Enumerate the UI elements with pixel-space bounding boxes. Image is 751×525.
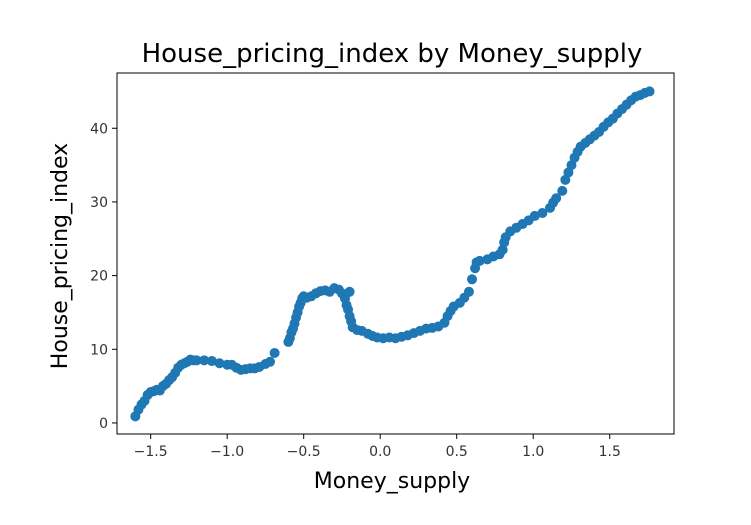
x-tick-label: 1.0	[522, 444, 544, 460]
scatter-point	[206, 356, 217, 367]
x-tick-label: −0.5	[287, 444, 321, 460]
scatter-point	[265, 356, 276, 367]
data-points	[130, 86, 655, 422]
scatter-point	[191, 355, 202, 366]
scatter-point	[344, 286, 355, 297]
scatter-point	[269, 347, 280, 358]
scatter-point	[557, 185, 568, 196]
y-axis-ticks: 0 10 20 30 40	[90, 121, 117, 432]
y-tick-label: 10	[90, 342, 108, 358]
scatter-point	[537, 207, 548, 218]
x-tick-label: 0.0	[369, 444, 391, 460]
x-axis-label: Money_supply	[314, 469, 470, 494]
scatter-point	[474, 255, 485, 266]
scatter-point	[644, 86, 655, 97]
scatter-point	[551, 193, 562, 204]
y-tick-label: 30	[90, 195, 108, 211]
chart-title: House_pricing_index by Money_supply	[142, 39, 643, 69]
plot-area-frame	[116, 72, 675, 435]
x-tick-label: −1.0	[210, 444, 244, 460]
scatter-point	[467, 274, 478, 285]
y-tick-label: 20	[90, 269, 108, 285]
x-axis-ticks: −1.5 −1.0 −0.5 0.0 0.5 1.0 1.5	[134, 434, 621, 460]
y-tick-label: 40	[90, 121, 108, 137]
x-tick-label: −1.5	[134, 444, 168, 460]
scatter-point	[214, 358, 225, 369]
y-tick-label: 0	[99, 416, 108, 432]
scatter-point	[529, 210, 540, 221]
y-axis-label: House_pricing_index	[48, 143, 73, 369]
scatter-point	[463, 286, 474, 297]
x-tick-label: 1.5	[599, 444, 621, 460]
x-tick-label: 0.5	[446, 444, 468, 460]
scatter-point	[199, 355, 210, 366]
